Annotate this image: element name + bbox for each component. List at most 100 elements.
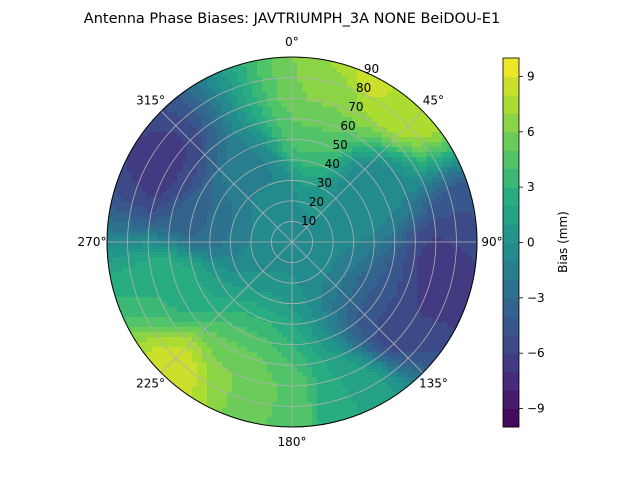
heat-cell	[182, 197, 188, 203]
heat-cell	[372, 202, 378, 208]
heat-cell	[307, 217, 313, 223]
heat-cell	[372, 217, 378, 223]
heat-cell	[392, 117, 398, 123]
heat-cell	[282, 242, 288, 248]
heat-cell	[312, 187, 318, 193]
heat-cell	[197, 332, 203, 338]
heat-cell	[422, 252, 428, 258]
heat-cell	[372, 377, 378, 383]
heat-cell	[177, 107, 183, 113]
heat-cell	[237, 257, 243, 263]
heat-cell	[372, 342, 378, 348]
heat-cell	[222, 137, 228, 143]
heat-cell	[352, 327, 358, 333]
heat-cell	[397, 242, 403, 248]
heat-cell	[202, 207, 208, 213]
heat-cell	[417, 307, 423, 313]
heat-cell	[287, 197, 293, 203]
heat-cell	[267, 137, 273, 143]
heat-cell	[232, 177, 238, 183]
heat-cell	[177, 162, 183, 168]
heat-cell	[312, 92, 318, 98]
heat-cell	[447, 322, 453, 328]
heat-cell	[287, 87, 293, 93]
heat-cell	[437, 287, 443, 293]
heat-cell	[262, 397, 268, 403]
heat-cell	[162, 192, 168, 198]
heat-cell	[342, 282, 348, 288]
heat-cell	[232, 207, 238, 213]
heat-cell	[237, 207, 243, 213]
heat-cell	[307, 162, 313, 168]
heat-cell	[322, 352, 328, 358]
heat-cell	[377, 297, 383, 303]
heat-cell	[232, 187, 238, 193]
heat-cell	[392, 142, 398, 148]
heat-cell	[367, 97, 373, 103]
heat-cell	[167, 272, 173, 278]
heat-cell	[222, 392, 228, 398]
heat-cell	[297, 112, 303, 118]
heat-cell	[332, 207, 338, 213]
heat-cell	[467, 277, 473, 283]
heat-cell	[262, 417, 268, 423]
heat-cell	[317, 357, 323, 363]
heat-cell	[112, 232, 118, 238]
heat-cell	[242, 92, 248, 98]
heat-cell	[462, 252, 468, 258]
heat-cell	[227, 212, 233, 218]
heat-cell	[357, 157, 363, 163]
heat-cell	[197, 387, 203, 393]
heat-cell	[402, 147, 408, 153]
heat-cell	[437, 277, 443, 283]
heat-cell	[432, 277, 438, 283]
radial-tick-label: 10	[301, 214, 316, 228]
heat-cell	[432, 177, 438, 183]
heat-cell	[287, 167, 293, 173]
heat-cell	[217, 282, 223, 288]
heat-cell	[202, 232, 208, 238]
heat-cell	[377, 352, 383, 358]
heat-cell	[357, 292, 363, 298]
heat-cell	[122, 327, 128, 333]
heat-cell	[382, 282, 388, 288]
heat-cell	[132, 322, 138, 328]
heat-cell	[262, 132, 268, 138]
heat-cell	[367, 72, 373, 78]
heat-cell	[297, 352, 303, 358]
heat-cell	[267, 292, 273, 298]
heat-cell	[272, 312, 278, 318]
heat-cell	[382, 157, 388, 163]
heat-cell	[352, 402, 358, 408]
heat-cell	[337, 342, 343, 348]
heat-cell	[332, 387, 338, 393]
heat-cell	[352, 157, 358, 163]
heat-cell	[362, 82, 368, 88]
heat-cell	[442, 277, 448, 283]
heat-cell	[382, 222, 388, 228]
heat-cell	[312, 117, 318, 123]
heat-cell	[427, 262, 433, 268]
heat-cell	[147, 272, 153, 278]
heat-cell	[367, 222, 373, 228]
heat-cell	[307, 207, 313, 213]
heat-cell	[202, 172, 208, 178]
heat-cell	[187, 292, 193, 298]
heat-cell	[127, 337, 133, 343]
heat-cell	[222, 357, 228, 363]
heat-cell	[217, 247, 223, 253]
heat-cell	[162, 352, 168, 358]
heat-cell	[142, 242, 148, 248]
heat-cell	[142, 192, 148, 198]
heat-cell	[287, 267, 293, 273]
heat-cell	[277, 377, 283, 383]
heat-cell	[302, 92, 308, 98]
heat-cell	[237, 202, 243, 208]
heat-cell	[422, 137, 428, 143]
heat-cell	[217, 142, 223, 148]
heat-cell	[367, 292, 373, 298]
heat-cell	[262, 277, 268, 283]
heat-cell	[352, 142, 358, 148]
